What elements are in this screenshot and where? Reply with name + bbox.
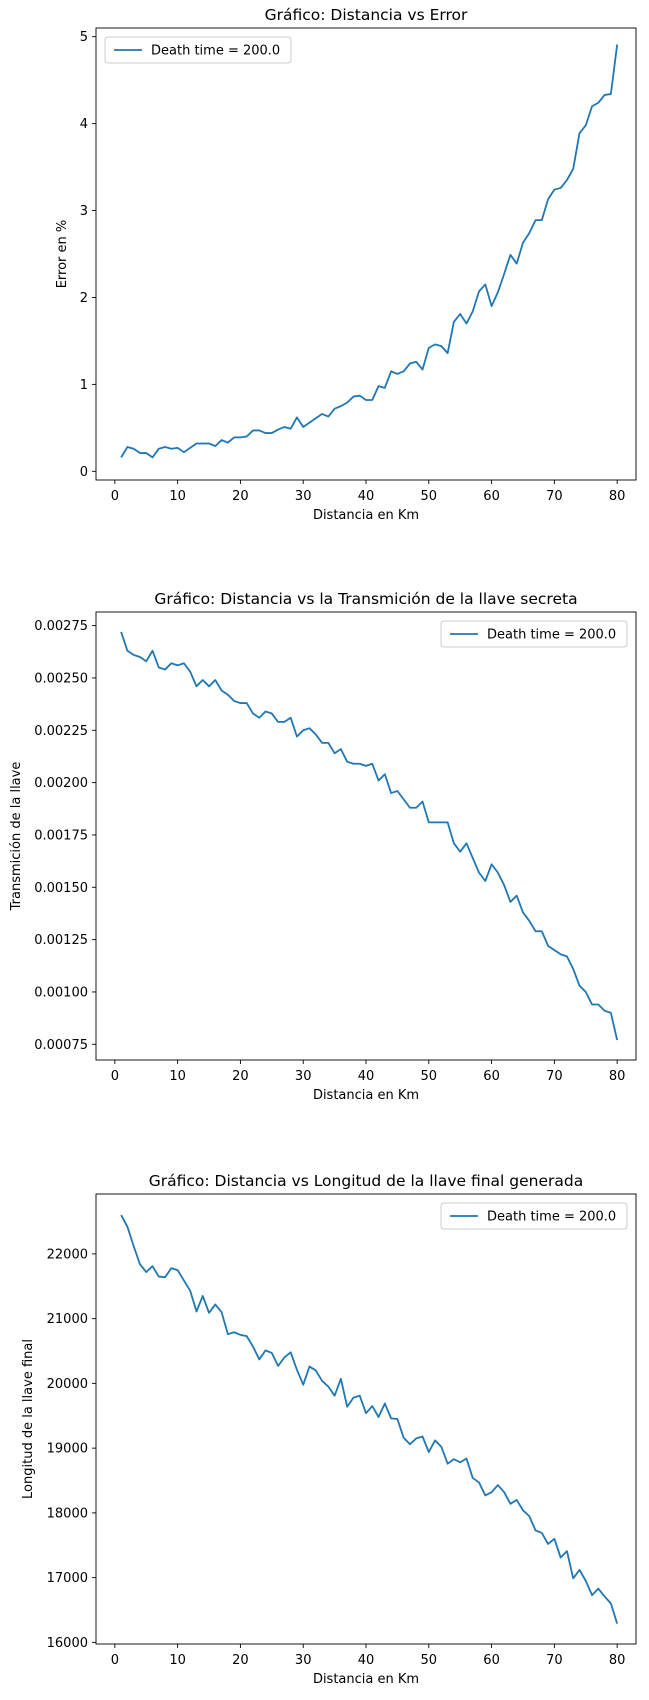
y-axis-label: Longitud de la llave final	[21, 1339, 36, 1499]
y-tick-label: 0.00275	[34, 619, 88, 634]
legend-box	[440, 620, 628, 648]
x-tick-label: 60	[483, 489, 500, 504]
x-tick-label: 40	[358, 1069, 375, 1084]
x-tick-label: 30	[295, 489, 312, 504]
y-tick-label: 0.00100	[34, 985, 88, 1000]
y-tick-label: 18000	[47, 1506, 88, 1521]
x-tick-label: 60	[483, 1653, 500, 1668]
series-line-1	[120, 1214, 619, 1624]
legend-box	[440, 1202, 628, 1230]
legend: Death time = 200.0	[440, 620, 628, 648]
x-tick-label: 20	[232, 1653, 249, 1668]
y-tick-label: 17000	[47, 1571, 88, 1586]
y-tick-label: 0.00225	[34, 724, 88, 739]
y-tick-label: 0.00175	[34, 828, 88, 843]
y-axis-label: Error en %	[55, 220, 70, 289]
plot-frame	[95, 27, 637, 481]
y-tick-label: 16000	[47, 1636, 88, 1651]
x-tick-label: 70	[546, 489, 563, 504]
x-tick-label: 60	[483, 1069, 500, 1084]
y-axis-label: Transmición de la llave	[9, 762, 24, 912]
x-tick-label: 70	[546, 1653, 563, 1668]
chart-2: 0 10 20 30 40 50 60 70 80 0.00075 0.00100 0.00125 0.…	[9, 590, 637, 1103]
x-tick-label: 70	[546, 1069, 563, 1084]
x-tick-label: 10	[169, 1069, 186, 1084]
y-tick-label: 21000	[47, 1312, 88, 1327]
y-tick-label: 0	[80, 465, 88, 480]
legend-label: Death time = 200.0	[151, 44, 280, 59]
x-tick-label: 20	[232, 489, 249, 504]
x-tick-label: 40	[358, 1653, 375, 1668]
y-tick-label: 20000	[47, 1377, 88, 1392]
y-tick-label: 19000	[47, 1442, 88, 1457]
chart-title: Gráfico: Distancia vs Longitud de la lla…	[149, 1172, 583, 1190]
series-line-1	[120, 44, 619, 459]
legend: Death time = 200.0	[440, 1202, 628, 1230]
chart-title: Gráfico: Distancia vs la Transmición de …	[154, 590, 577, 608]
y-tick-label: 0.00125	[34, 933, 88, 948]
chart-1: 0 10 20 30 40 50 60 70 80 0 1 2 3 4 5 Gráfico: Distanci…	[55, 6, 637, 523]
x-tick-label: 50	[421, 489, 438, 504]
y-tick-label: 0.00200	[34, 776, 88, 791]
chart-3: 0 10 20 30 40 50 60 70 80 16000 17000 18000 19000 200…	[21, 1172, 637, 1687]
y-tick-label: 0.00150	[34, 881, 88, 896]
x-tick-label: 80	[609, 489, 626, 504]
y-tick-label: 1	[80, 378, 88, 393]
chart-title: Gráfico: Distancia vs Error	[265, 6, 468, 24]
x-axis-label: Distancia en Km	[313, 1088, 419, 1103]
x-axis-label: Distancia en Km	[313, 508, 419, 523]
y-tick-label: 22000	[47, 1247, 88, 1262]
x-tick-label: 30	[295, 1069, 312, 1084]
x-tick-label: 80	[609, 1069, 626, 1084]
legend-label: Death time = 200.0	[487, 628, 616, 643]
plot-frame	[95, 611, 637, 1061]
y-tick-label: 3	[80, 204, 88, 219]
x-tick-label: 30	[295, 1653, 312, 1668]
y-tick-label: 2	[80, 291, 88, 306]
x-tick-label: 50	[421, 1653, 438, 1668]
plot-frame	[95, 1193, 637, 1645]
legend-label: Death time = 200.0	[487, 1210, 616, 1225]
x-tick-label: 10	[169, 489, 186, 504]
x-tick-label: 20	[232, 1069, 249, 1084]
x-tick-label: 50	[421, 1069, 438, 1084]
legend-box	[104, 36, 292, 64]
x-axis-label: Distancia en Km	[313, 1672, 419, 1687]
y-tick-label: 0.00250	[34, 671, 88, 686]
y-tick-label: 4	[80, 117, 88, 132]
y-tick-label: 0.00075	[34, 1038, 88, 1053]
series-line-1	[120, 631, 619, 1041]
x-tick-label: 80	[609, 1653, 626, 1668]
x-tick-label: 0	[111, 489, 119, 504]
x-tick-label: 10	[169, 1653, 186, 1668]
x-tick-label: 0	[111, 1653, 119, 1668]
legend: Death time = 200.0	[104, 36, 292, 64]
x-tick-label: 0	[111, 1069, 119, 1084]
x-tick-label: 40	[358, 489, 375, 504]
y-tick-label: 5	[80, 30, 88, 45]
